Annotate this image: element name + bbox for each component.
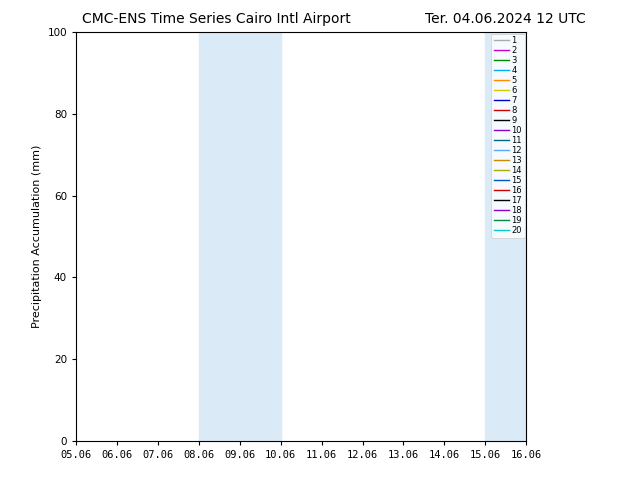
Y-axis label: Precipitation Accumulation (mm): Precipitation Accumulation (mm) xyxy=(32,145,42,328)
Text: CMC-ENS Time Series Cairo Intl Airport: CMC-ENS Time Series Cairo Intl Airport xyxy=(82,12,351,26)
Legend: 1, 2, 3, 4, 5, 6, 7, 8, 9, 10, 11, 12, 13, 14, 15, 16, 17, 18, 19, 20: 1, 2, 3, 4, 5, 6, 7, 8, 9, 10, 11, 12, 1… xyxy=(491,33,524,238)
Bar xyxy=(485,32,567,441)
Text: Ter. 04.06.2024 12 UTC: Ter. 04.06.2024 12 UTC xyxy=(425,12,586,26)
Bar xyxy=(199,32,281,441)
